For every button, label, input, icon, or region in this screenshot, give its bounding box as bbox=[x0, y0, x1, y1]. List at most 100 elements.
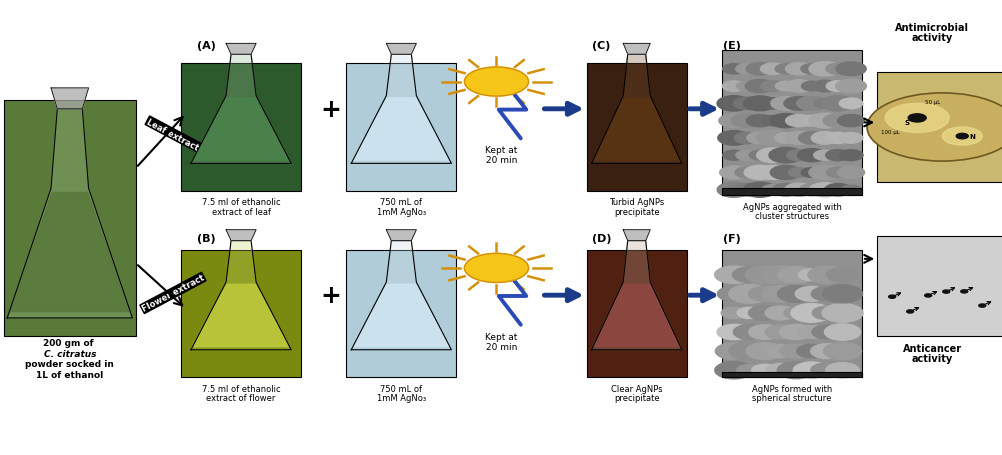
Text: Flower extract: Flower extract bbox=[140, 273, 205, 313]
Circle shape bbox=[775, 82, 796, 91]
Circle shape bbox=[770, 166, 801, 180]
Circle shape bbox=[825, 133, 850, 144]
Circle shape bbox=[779, 325, 812, 340]
Circle shape bbox=[811, 132, 838, 145]
Circle shape bbox=[795, 287, 827, 302]
Text: (B): (B) bbox=[196, 234, 215, 244]
Circle shape bbox=[765, 325, 795, 339]
Circle shape bbox=[716, 287, 749, 302]
Circle shape bbox=[747, 325, 781, 339]
Circle shape bbox=[760, 99, 785, 110]
Text: Clear AgNPs: Clear AgNPs bbox=[610, 384, 662, 393]
Circle shape bbox=[907, 115, 925, 123]
Text: (F): (F) bbox=[722, 234, 740, 244]
Text: 100 μL: 100 μL bbox=[880, 130, 899, 135]
Circle shape bbox=[784, 132, 813, 145]
Polygon shape bbox=[225, 44, 256, 55]
Text: Antimicrobial: Antimicrobial bbox=[895, 23, 968, 33]
Text: 20 min: 20 min bbox=[485, 156, 517, 165]
Circle shape bbox=[728, 342, 769, 360]
Polygon shape bbox=[353, 99, 449, 161]
Circle shape bbox=[800, 65, 823, 75]
Circle shape bbox=[785, 115, 812, 127]
Bar bbox=[586, 64, 686, 191]
Circle shape bbox=[769, 148, 802, 163]
Bar bbox=[180, 250, 301, 377]
Polygon shape bbox=[593, 99, 679, 161]
Circle shape bbox=[760, 64, 785, 76]
Text: 7.5 ml of ethanolic: 7.5 ml of ethanolic bbox=[201, 198, 281, 207]
Circle shape bbox=[756, 131, 789, 146]
Circle shape bbox=[735, 82, 757, 91]
Circle shape bbox=[822, 285, 862, 303]
Circle shape bbox=[823, 343, 861, 360]
Bar bbox=[346, 250, 456, 377]
Circle shape bbox=[777, 286, 814, 303]
Text: extract of leaf: extract of leaf bbox=[211, 207, 271, 216]
Circle shape bbox=[906, 310, 913, 313]
Circle shape bbox=[750, 364, 778, 376]
Polygon shape bbox=[192, 285, 289, 347]
Bar bbox=[721, 51, 862, 196]
Text: (D): (D) bbox=[591, 234, 611, 244]
Polygon shape bbox=[190, 241, 291, 350]
Circle shape bbox=[978, 304, 985, 308]
Polygon shape bbox=[622, 44, 649, 55]
Circle shape bbox=[960, 290, 967, 293]
Circle shape bbox=[721, 81, 744, 92]
Circle shape bbox=[840, 186, 861, 195]
Circle shape bbox=[747, 306, 781, 321]
Circle shape bbox=[955, 134, 967, 140]
Text: AgNPs aggregated with: AgNPs aggregated with bbox=[741, 202, 841, 212]
Circle shape bbox=[745, 63, 773, 76]
Circle shape bbox=[810, 363, 843, 378]
Circle shape bbox=[824, 184, 851, 197]
Circle shape bbox=[866, 94, 1002, 162]
Circle shape bbox=[839, 133, 862, 144]
Circle shape bbox=[716, 96, 749, 112]
Circle shape bbox=[734, 167, 759, 178]
Text: Kept at: Kept at bbox=[485, 332, 517, 341]
Bar bbox=[721, 372, 862, 377]
Text: spherical structure: spherical structure bbox=[752, 393, 831, 402]
Circle shape bbox=[835, 63, 866, 76]
Bar bbox=[346, 64, 456, 191]
Circle shape bbox=[728, 285, 770, 303]
Circle shape bbox=[812, 307, 841, 320]
Polygon shape bbox=[591, 55, 681, 164]
Circle shape bbox=[822, 304, 862, 323]
Text: 1L of ethanol: 1L of ethanol bbox=[36, 370, 103, 379]
Circle shape bbox=[714, 343, 752, 360]
Circle shape bbox=[772, 184, 799, 197]
Circle shape bbox=[825, 150, 850, 162]
Circle shape bbox=[735, 151, 758, 161]
Text: Turbid AgNPs: Turbid AgNPs bbox=[608, 198, 663, 207]
Circle shape bbox=[808, 166, 841, 180]
Text: precipitate: precipitate bbox=[613, 207, 659, 216]
Circle shape bbox=[785, 81, 812, 93]
Circle shape bbox=[826, 168, 849, 178]
Text: 750 mL of: 750 mL of bbox=[380, 198, 422, 207]
Circle shape bbox=[796, 344, 826, 358]
Text: +: + bbox=[321, 97, 342, 121]
Circle shape bbox=[774, 133, 797, 144]
Circle shape bbox=[823, 115, 852, 128]
Circle shape bbox=[756, 148, 789, 163]
Circle shape bbox=[799, 184, 825, 196]
Circle shape bbox=[766, 345, 795, 358]
Polygon shape bbox=[351, 241, 451, 350]
Circle shape bbox=[464, 254, 528, 283]
Circle shape bbox=[761, 185, 784, 196]
Text: (E): (E) bbox=[722, 41, 740, 51]
Circle shape bbox=[757, 166, 788, 180]
Polygon shape bbox=[7, 110, 132, 318]
Circle shape bbox=[721, 65, 744, 75]
Polygon shape bbox=[593, 285, 679, 347]
Text: Leaf extract: Leaf extract bbox=[145, 117, 200, 152]
Polygon shape bbox=[351, 55, 451, 164]
Circle shape bbox=[770, 114, 801, 128]
Circle shape bbox=[777, 362, 814, 379]
Circle shape bbox=[732, 325, 765, 339]
Circle shape bbox=[810, 344, 843, 359]
Text: 1mM AgNo₃: 1mM AgNo₃ bbox=[377, 207, 426, 216]
